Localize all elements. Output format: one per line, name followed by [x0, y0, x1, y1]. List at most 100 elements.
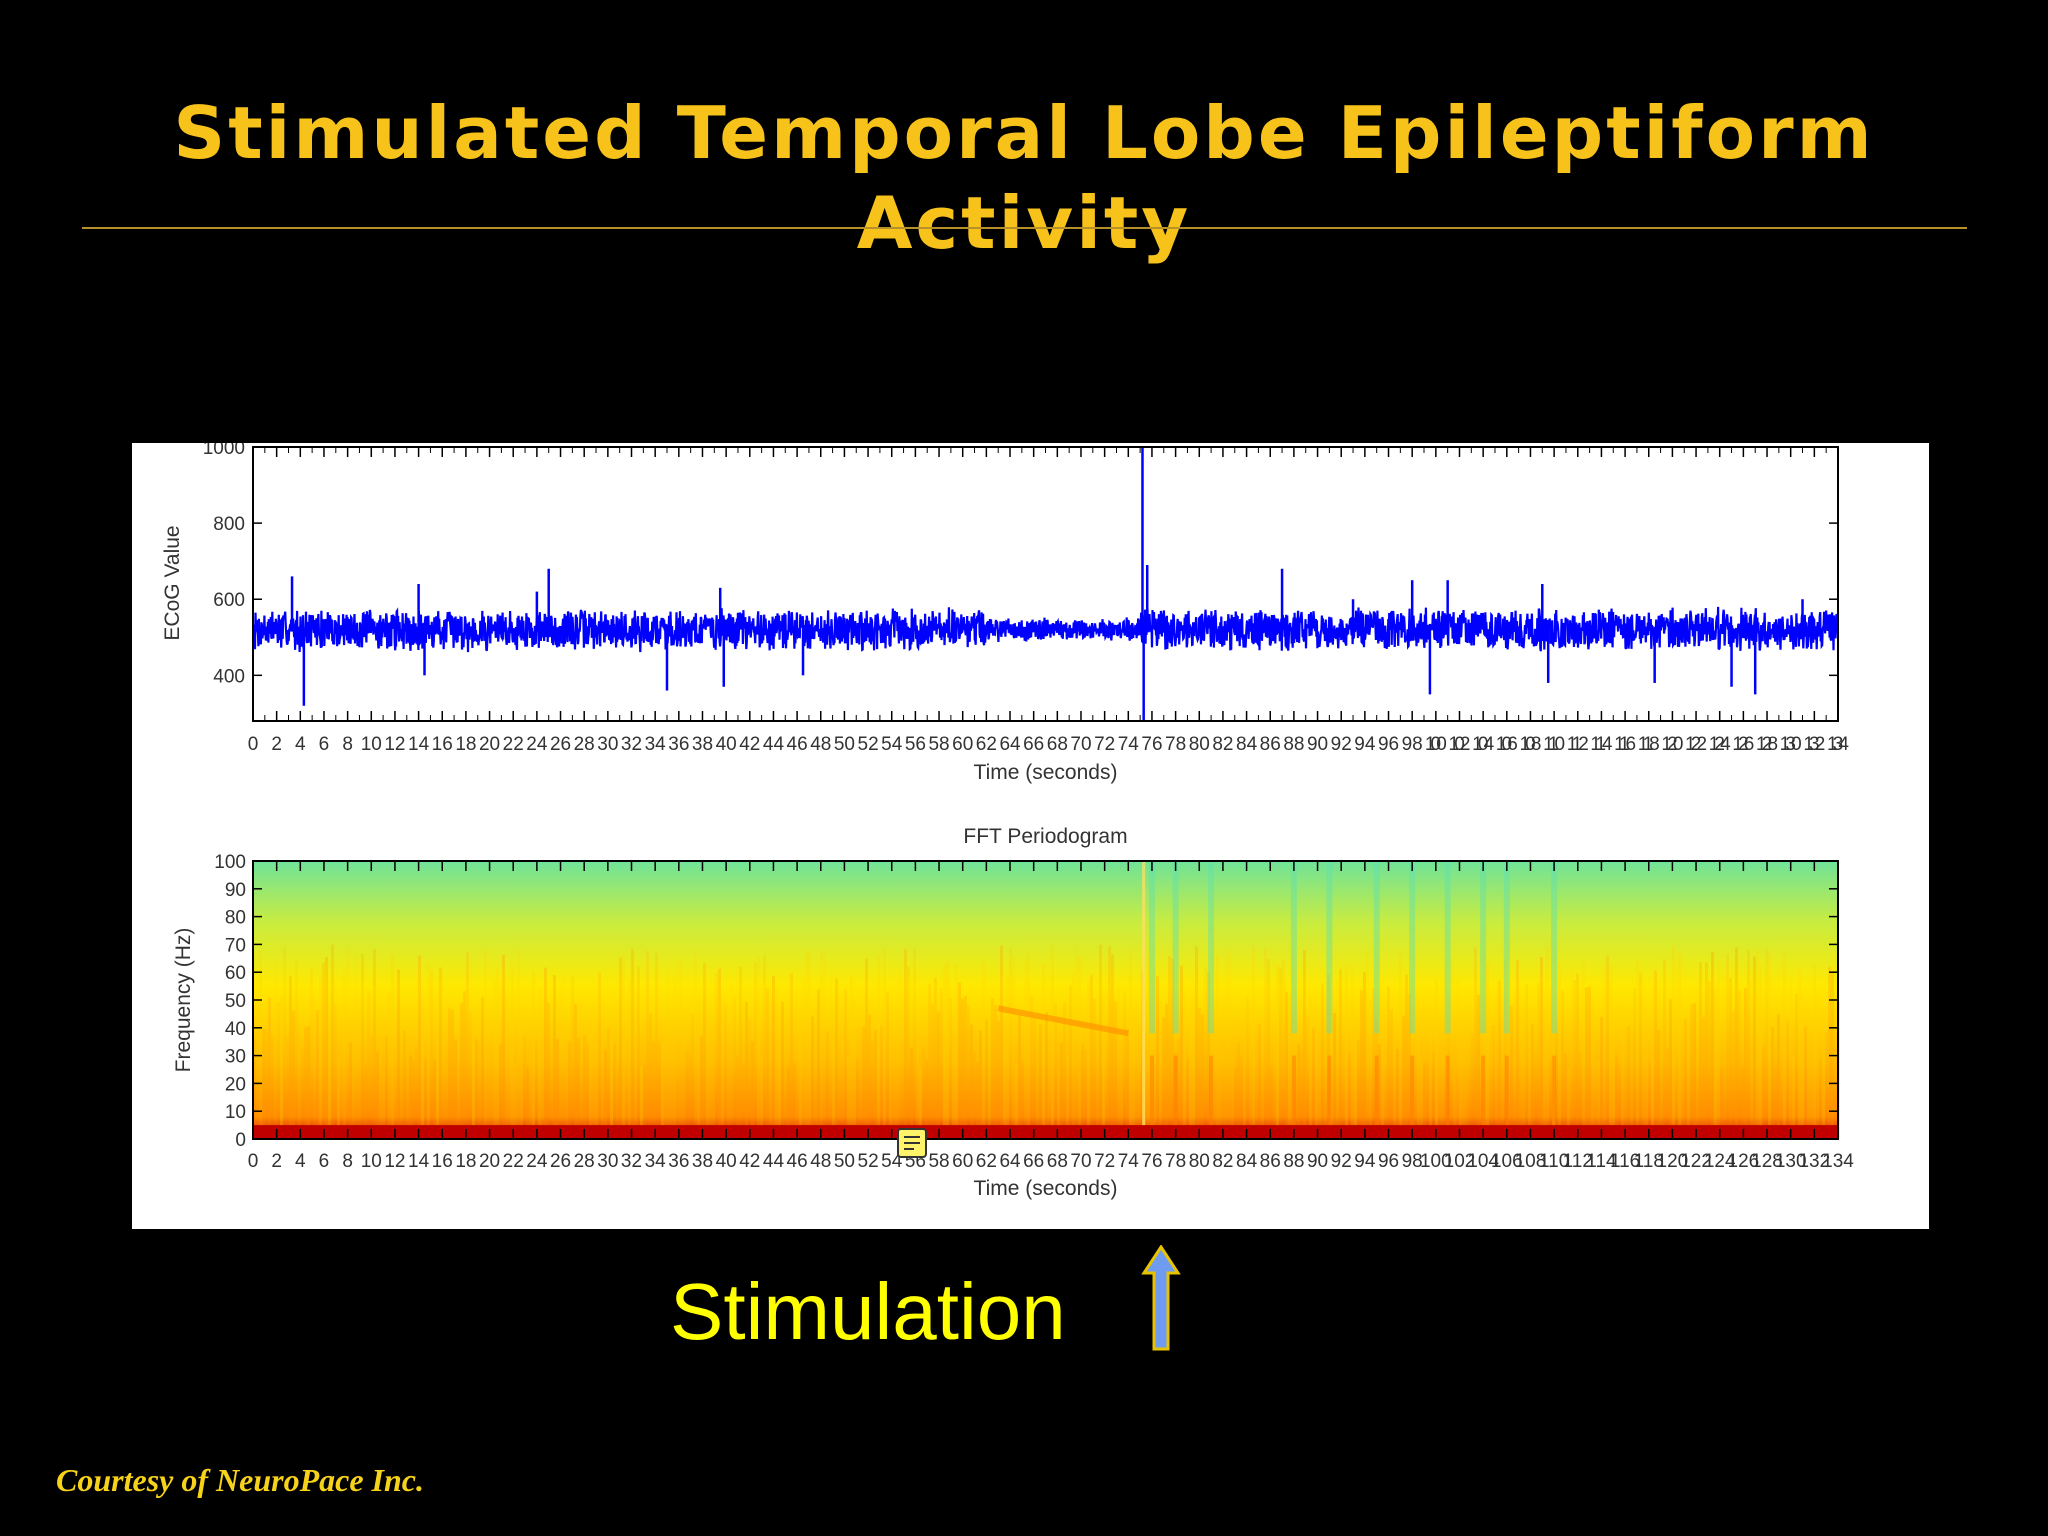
fft-texture — [697, 999, 700, 1139]
fft-texture — [1273, 1027, 1276, 1139]
fft-texture — [1357, 1040, 1360, 1139]
fft-texture — [286, 1036, 289, 1139]
fft-texture — [1462, 1020, 1465, 1139]
fft-texture — [1261, 1029, 1264, 1139]
fft-texture — [256, 1050, 259, 1139]
fft-texture — [1027, 953, 1030, 1139]
fft-texture — [841, 996, 844, 1139]
fft-texture — [400, 1037, 403, 1139]
fft-texture — [706, 1028, 709, 1139]
fft-xtick-label: 24 — [526, 1151, 548, 1172]
fft-texture — [640, 1066, 643, 1139]
ecog-xtick-label: 102 — [1448, 734, 1470, 755]
fft-texture — [271, 1036, 274, 1139]
fft-xtick-label: 134 — [1822, 1151, 1854, 1172]
fft-texture — [334, 1003, 337, 1139]
fft-xtick-label: 90 — [1307, 1151, 1328, 1172]
fft-xtick-label: 12 — [384, 1151, 405, 1172]
fft-title: FFT Periodogram — [963, 825, 1127, 848]
fft-xtick-label: 52 — [858, 1151, 879, 1172]
fft-texture — [331, 944, 334, 1139]
fft-texture — [811, 1016, 814, 1139]
fft-texture — [874, 1029, 877, 1139]
fft-texture — [1540, 957, 1543, 1139]
fft-texture — [1081, 1044, 1084, 1139]
credit-text: Courtesy of NeuroPace Inc. — [56, 1462, 424, 1498]
fft-texture — [661, 1041, 664, 1139]
fft-texture — [391, 954, 394, 1139]
title-line-1: Stimulated Temporal Lobe Epileptiform — [173, 91, 1875, 175]
fft-texture — [1282, 960, 1285, 1139]
fft-texture — [1519, 1013, 1522, 1139]
fft-texture — [1258, 1023, 1261, 1139]
fft-xtick-label: 132 — [1798, 1151, 1830, 1172]
fft-texture — [625, 999, 628, 1139]
ecog-xtick-label: 10 — [361, 734, 382, 755]
fft-texture — [1225, 946, 1228, 1139]
fft-texture — [280, 996, 283, 1139]
fft-texture — [1324, 1053, 1327, 1139]
fft-texture — [763, 955, 766, 1139]
fft-texture — [529, 1052, 532, 1139]
fft-texture — [1372, 988, 1375, 1139]
fft-texture — [445, 1065, 448, 1139]
fft-texture — [1609, 964, 1612, 1139]
fft-texture — [910, 1048, 913, 1139]
fft-texture — [496, 969, 499, 1139]
fft-texture — [955, 963, 958, 1139]
fft-xtick-label: 62 — [976, 1151, 997, 1172]
fft-texture — [673, 978, 676, 1139]
ecog-xtick-label: 120 — [1661, 734, 1683, 755]
ecog-xtick-label: 84 — [1236, 734, 1258, 755]
fft-xtick-label: 22 — [503, 1151, 524, 1172]
fft-texture — [685, 1050, 688, 1139]
ecog-xtick-label: 106 — [1496, 734, 1518, 755]
fft-texture — [583, 1035, 586, 1139]
fft-texture — [1192, 991, 1195, 1139]
fft-bright-column-low — [1504, 1055, 1509, 1139]
chart-panel: 400 600 800 1000 0 2 4 6 8 10 12 14 16 18 20 22 24 26 28 30… — [132, 443, 1929, 1229]
fft-texture — [1339, 968, 1342, 1139]
fft-texture — [535, 1039, 538, 1139]
ecog-xtick-label: 14 — [408, 734, 430, 755]
fft-texture — [1207, 971, 1210, 1139]
fft-texture — [862, 1026, 865, 1139]
fft-texture — [466, 952, 469, 1139]
fft-texture — [610, 1034, 613, 1139]
fft-texture — [1129, 950, 1132, 1139]
fft-texture — [1102, 995, 1105, 1139]
fft-ytick-label: 30 — [225, 1047, 246, 1068]
fft-texture — [799, 1026, 802, 1139]
fft-texture — [574, 1003, 577, 1139]
fft-texture — [1387, 986, 1390, 1139]
fft-texture — [1390, 1009, 1393, 1139]
fft-texture — [793, 1063, 796, 1139]
fft-xtick-label: 120 — [1657, 1151, 1689, 1172]
fft-texture — [1675, 969, 1678, 1139]
fft-xtick-label: 8 — [342, 1151, 353, 1172]
ecog-xtick-label: 98 — [1402, 734, 1423, 755]
ecog-xtick-label: 124 — [1709, 734, 1731, 755]
fft-texture — [1708, 981, 1711, 1139]
fft-texture — [898, 971, 901, 1139]
ecog-ytick-label: 600 — [213, 590, 245, 611]
fft-texture — [1384, 1029, 1387, 1139]
fft-texture — [1285, 991, 1288, 1139]
fft-feature-band — [997, 1005, 1129, 1037]
fft-bright-column — [1480, 861, 1487, 1034]
fft-texture — [1366, 952, 1369, 1139]
fft-texture — [745, 1001, 748, 1139]
fft-texture — [829, 980, 832, 1139]
fft-texture — [613, 1043, 616, 1139]
ecog-xtick-label: 2 — [271, 734, 282, 755]
fft-xtick-label: 88 — [1283, 1151, 1304, 1172]
fft-texture — [751, 1041, 754, 1139]
fft-xtick-label: 124 — [1704, 1151, 1736, 1172]
ecog-xtick-label: 82 — [1212, 734, 1233, 755]
ecog-trace — [251, 606, 1839, 653]
fft-texture — [1546, 946, 1549, 1139]
note-icon[interactable] — [896, 1127, 930, 1161]
fft-texture — [1414, 1010, 1417, 1139]
fft-texture — [1183, 990, 1186, 1139]
